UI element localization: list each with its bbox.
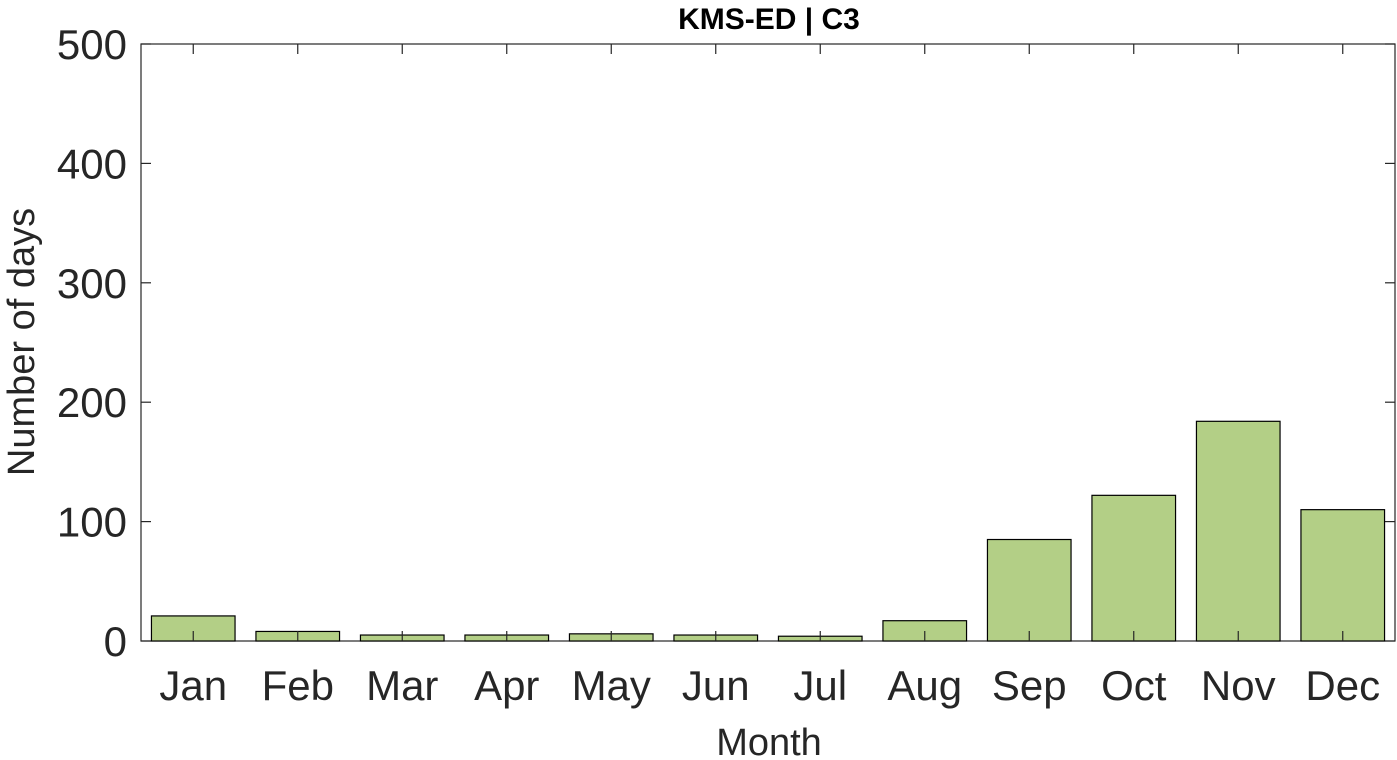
x-tick-label: Aug — [887, 662, 962, 709]
chart-title: KMS-ED | C3 — [678, 3, 860, 36]
y-axis-label: Number of days — [1, 208, 43, 476]
bar-dec — [1300, 509, 1386, 642]
x-tick-label: Mar — [366, 662, 438, 709]
x-tick-label: Jul — [793, 662, 847, 709]
bar-sep — [986, 538, 1072, 642]
x-tick-label: Jan — [159, 662, 227, 709]
plot-frame — [140, 43, 1396, 642]
y-tick-label: 400 — [57, 140, 127, 187]
bars — [150, 420, 1386, 642]
x-tick-label: Nov — [1201, 662, 1276, 709]
y-tick-label: 100 — [57, 499, 127, 546]
x-axis-ticks: Jan Feb Mar Apr May Jun Jul Aug Sep Oct Nov Dec — [159, 44, 1380, 709]
plot-box — [140, 43, 1396, 642]
x-tick-label: May — [572, 662, 651, 709]
y-tick-label: 300 — [57, 260, 127, 307]
bar-nov — [1195, 420, 1281, 642]
bar-oct — [1091, 494, 1177, 642]
x-tick-label: Jun — [682, 662, 750, 709]
x-tick-label: Apr — [474, 662, 539, 709]
y-axis-ticks: 0 100 200 300 400 500 — [57, 21, 1395, 665]
y-tick-label: 200 — [57, 379, 127, 426]
x-tick-label: Oct — [1101, 662, 1167, 709]
x-tick-label: Sep — [992, 662, 1067, 709]
y-tick-label: 0 — [104, 618, 127, 665]
x-axis-label: Month — [716, 722, 822, 760]
y-tick-label: 500 — [57, 21, 127, 68]
x-tick-label: Feb — [262, 662, 334, 709]
x-tick-label: Dec — [1305, 662, 1380, 709]
